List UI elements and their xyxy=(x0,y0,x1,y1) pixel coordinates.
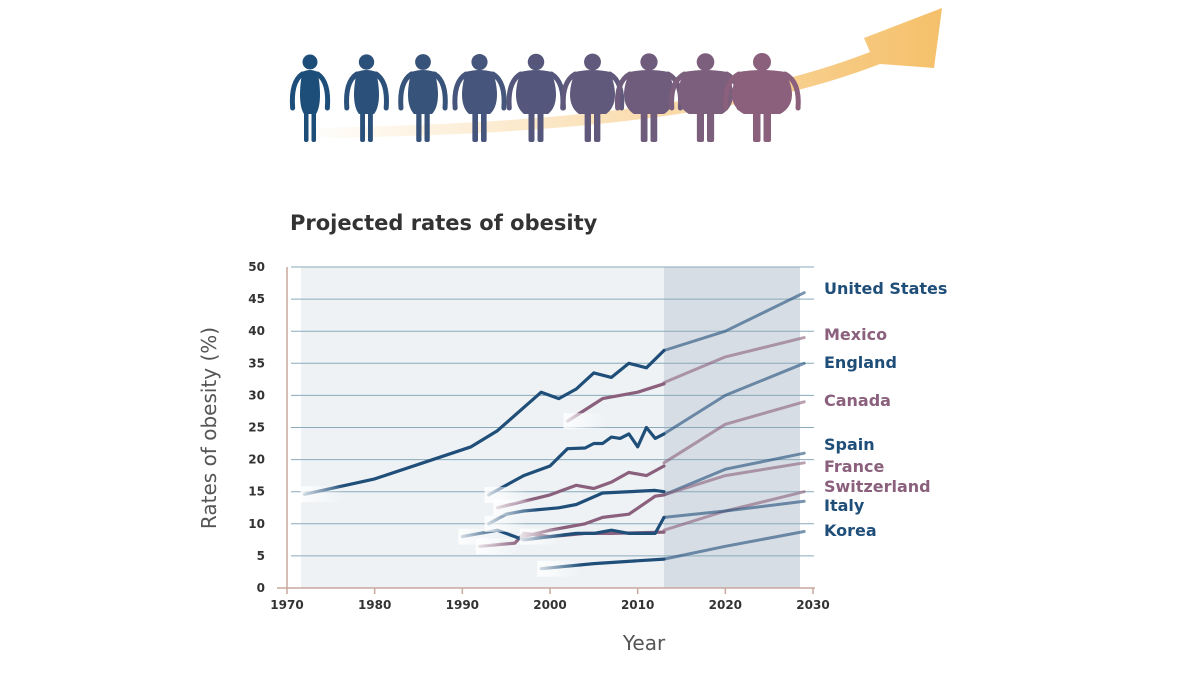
grid-lines xyxy=(291,266,814,557)
series-label-united-states: United States xyxy=(824,279,947,298)
growth-arrow-icon xyxy=(300,8,942,138)
y-tick-label: 40 xyxy=(248,324,265,338)
series-label-spain: Spain xyxy=(824,435,875,454)
x-tick-label: 2000 xyxy=(533,598,566,612)
series-label-canada: Canada xyxy=(824,391,891,410)
people-growth-illustration xyxy=(289,8,942,142)
series-label-korea: Korea xyxy=(824,521,877,540)
y-tick-label: 25 xyxy=(248,421,265,435)
series-label-mexico: Mexico xyxy=(824,325,887,344)
line-start-fade xyxy=(493,499,538,516)
person-icon xyxy=(289,54,331,142)
projected-line xyxy=(662,291,806,352)
series-united-states xyxy=(302,291,806,496)
projected-line xyxy=(662,530,806,561)
x-tick-label: 2020 xyxy=(709,598,742,612)
x-tick-label: 1980 xyxy=(358,598,391,612)
projected-line xyxy=(662,461,806,497)
series-label-france: France xyxy=(824,457,884,476)
person-icon xyxy=(506,53,566,142)
historical-line xyxy=(487,425,666,497)
y-tick-label: 45 xyxy=(248,292,265,306)
series-label-switzerland: Switzerland xyxy=(824,477,931,496)
projected-line xyxy=(662,400,806,465)
line-start-fade xyxy=(519,528,564,545)
y-tick-label: 10 xyxy=(248,517,265,531)
series-label-england: England xyxy=(824,353,897,372)
projected-line xyxy=(662,361,806,436)
historical-line xyxy=(302,348,666,496)
historical-line xyxy=(495,464,666,510)
projected-line xyxy=(662,499,806,519)
series-labels: United States Mexico England Canada Spain Fra… xyxy=(824,279,947,540)
y-tick-label: 50 xyxy=(248,260,265,274)
person-icon xyxy=(398,54,448,142)
person-icon xyxy=(614,53,684,142)
y-tick-label: 30 xyxy=(248,388,265,402)
historical-line xyxy=(565,382,666,423)
x-axis-label: Year xyxy=(622,631,666,655)
y-tick-label: 5 xyxy=(257,549,265,563)
x-tick-label: 2030 xyxy=(796,598,829,612)
person-icon xyxy=(560,53,625,142)
line-start-fade xyxy=(484,486,529,503)
y-tick-label: 0 xyxy=(257,581,265,595)
person-icon xyxy=(669,53,742,142)
line-start-fade xyxy=(563,413,608,430)
historical-line xyxy=(460,515,666,542)
x-tick-label: 1990 xyxy=(446,598,479,612)
x-tick-label: 1970 xyxy=(270,598,303,612)
y-tick-label: 20 xyxy=(248,453,265,467)
chart-title: Projected rates of obesity xyxy=(290,211,598,235)
series-mexico xyxy=(565,336,806,423)
series-lines xyxy=(302,291,806,571)
line-start-fade xyxy=(537,560,582,577)
line-start-fade xyxy=(458,528,503,545)
series-canada xyxy=(495,400,806,510)
line-start-fade xyxy=(300,486,345,503)
y-axis-label: Rates of obesity (%) xyxy=(197,327,221,529)
person-icon xyxy=(344,54,389,142)
person-icon xyxy=(723,53,801,142)
series-italy xyxy=(460,499,806,542)
y-tick-label: 35 xyxy=(248,356,265,370)
series-england xyxy=(487,361,806,497)
x-tick-label: 2010 xyxy=(621,598,654,612)
people-figures xyxy=(289,53,801,142)
line-fade-overlay xyxy=(300,413,608,577)
person-icon xyxy=(452,53,507,142)
line-start-fade xyxy=(484,515,529,532)
axes: 0 5 10 15 20 25 30 35 40 45 50 1970 1980 1990 2000 2010… xyxy=(248,260,829,612)
projected-line xyxy=(662,451,806,497)
y-tick-label: 15 xyxy=(248,485,265,499)
series-label-italy: Italy xyxy=(824,496,865,515)
projected-line xyxy=(662,336,806,385)
